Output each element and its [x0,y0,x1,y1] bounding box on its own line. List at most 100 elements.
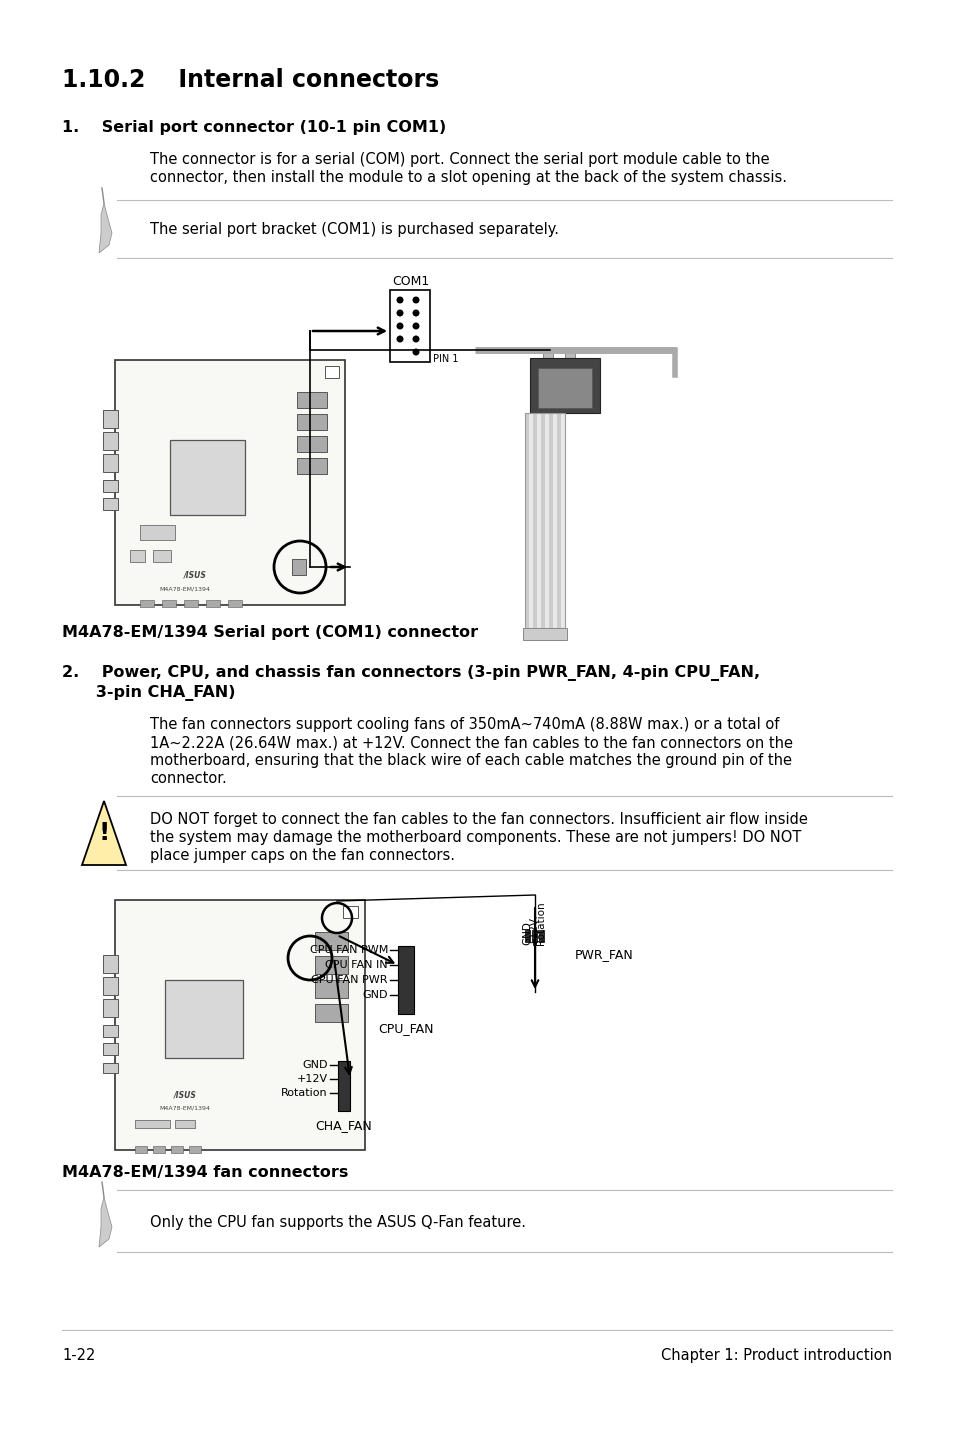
Bar [296,392,327,408]
Text: 1.10.2    Internal connectors: 1.10.2 Internal connectors [62,67,438,92]
Bar [152,550,171,561]
Bar [152,1146,165,1153]
Bar [103,1025,118,1037]
Text: /ISUS: /ISUS [173,1091,196,1100]
Bar [337,1061,350,1111]
Circle shape [396,324,402,329]
Circle shape [413,311,418,316]
Bar [171,1146,183,1153]
Bar [390,291,430,362]
Text: The fan connectors support cooling fans of 350mA~740mA (8.88W max.) or a total o: The fan connectors support cooling fans … [150,717,779,732]
Bar [296,458,327,474]
Text: M4A78-EM/1394: M4A78-EM/1394 [159,587,211,591]
Text: CPU FAN IN: CPU FAN IN [325,959,388,969]
Bar [135,1120,170,1128]
Circle shape [413,324,418,329]
Text: GND: GND [521,921,532,945]
Bar [140,600,153,607]
Bar [524,412,529,629]
Bar [130,550,145,561]
Bar [314,932,348,949]
Polygon shape [82,800,126,865]
Bar [103,410,118,428]
Text: connector.: connector. [150,770,227,786]
Bar [103,454,118,473]
Text: Only the CPU fan supports the ASUS Q-Fan feature.: Only the CPU fan supports the ASUS Q-Fan… [150,1214,525,1230]
Circle shape [413,337,418,342]
Bar [314,957,348,974]
Bar [174,1120,194,1128]
Polygon shape [99,203,112,253]
Text: PWR_FAN: PWR_FAN [575,948,633,961]
Bar [343,906,357,918]
Bar [103,1000,118,1017]
Bar [314,1004,348,1022]
Text: CPU_FAN: CPU_FAN [377,1022,434,1035]
Bar [115,359,345,604]
Bar [537,412,540,629]
Text: Chapter 1: Product introduction: Chapter 1: Product introduction [660,1348,891,1363]
Bar [135,1146,147,1153]
Bar [184,600,198,607]
Bar [103,432,118,450]
Circle shape [396,311,402,316]
Text: 2.    Power, CPU, and chassis fan connectors (3-pin PWR_FAN, 4-pin CPU_FAN,: 2. Power, CPU, and chassis fan connector… [62,664,760,682]
Bar [206,600,220,607]
Text: M4A78-EM/1394: M4A78-EM/1394 [159,1106,211,1110]
Text: COM1: COM1 [392,275,429,288]
Text: M4A78-EM/1394 fan connectors: M4A78-EM/1394 fan connectors [62,1166,348,1180]
Text: !: ! [98,821,110,845]
Bar [553,412,557,629]
Bar [325,367,338,378]
Circle shape [413,298,418,302]
Text: The connector is for a serial (COM) port. Connect the serial port module cable t: The connector is for a serial (COM) port… [150,152,769,168]
Bar [537,368,592,408]
Text: DO NOT forget to connect the fan cables to the fan connectors. Insufficient air : DO NOT forget to connect the fan cables … [150,812,807,828]
Text: +12V: +12V [529,916,538,945]
Text: CPU FAN PWR: CPU FAN PWR [312,975,388,985]
Bar [103,1063,118,1073]
Text: 1.    Serial port connector (10-1 pin COM1): 1. Serial port connector (10-1 pin COM1) [62,120,446,135]
Circle shape [413,349,418,355]
Bar [292,558,306,576]
Text: The serial port bracket (COM1) is purchased separately.: The serial port bracket (COM1) is purcha… [150,222,558,238]
Bar [162,600,175,607]
Bar [103,977,118,995]
Bar [530,358,599,412]
Text: /ISUS: /ISUS [183,570,206,580]
Bar [524,929,530,942]
Text: M4A78-EM/1394 Serial port (COM1) connector: M4A78-EM/1394 Serial port (COM1) connect… [62,624,477,640]
Bar [228,600,242,607]
Bar [540,412,544,629]
Text: 3-pin CHA_FAN): 3-pin CHA_FAN) [62,684,235,702]
Bar [115,899,365,1150]
Bar [557,412,560,629]
Bar [533,412,537,629]
Bar [314,979,348,998]
Text: PIN 1: PIN 1 [433,354,458,364]
Text: 1A~2.22A (26.64W max.) at +12V. Connect the fan cables to the fan connectors on : 1A~2.22A (26.64W max.) at +12V. Connect … [150,735,792,750]
Bar [532,929,537,942]
Text: the system may damage the motherboard components. These are not jumpers! DO NOT: the system may damage the motherboard co… [150,831,801,845]
Bar [189,1146,201,1153]
Text: GND: GND [302,1060,328,1070]
Bar [529,412,533,629]
Text: motherboard, ensuring that the black wire of each cable matches the ground pin o: motherboard, ensuring that the black wir… [150,753,791,768]
Bar [103,498,118,510]
Bar [165,979,243,1058]
Bar [103,1042,118,1055]
Text: 1-22: 1-22 [62,1348,95,1363]
Bar [548,412,553,629]
Bar [522,629,566,640]
Bar [524,412,564,629]
Bar [544,412,548,629]
Bar [564,348,575,358]
Text: Rotation: Rotation [536,901,545,945]
Bar [542,348,553,358]
Text: +12V: +12V [296,1074,328,1084]
Bar [397,947,414,1014]
Bar [296,435,327,453]
Bar [538,929,543,942]
Polygon shape [99,1197,112,1247]
Text: connector, then install the module to a slot opening at the back of the system c: connector, then install the module to a … [150,170,786,185]
